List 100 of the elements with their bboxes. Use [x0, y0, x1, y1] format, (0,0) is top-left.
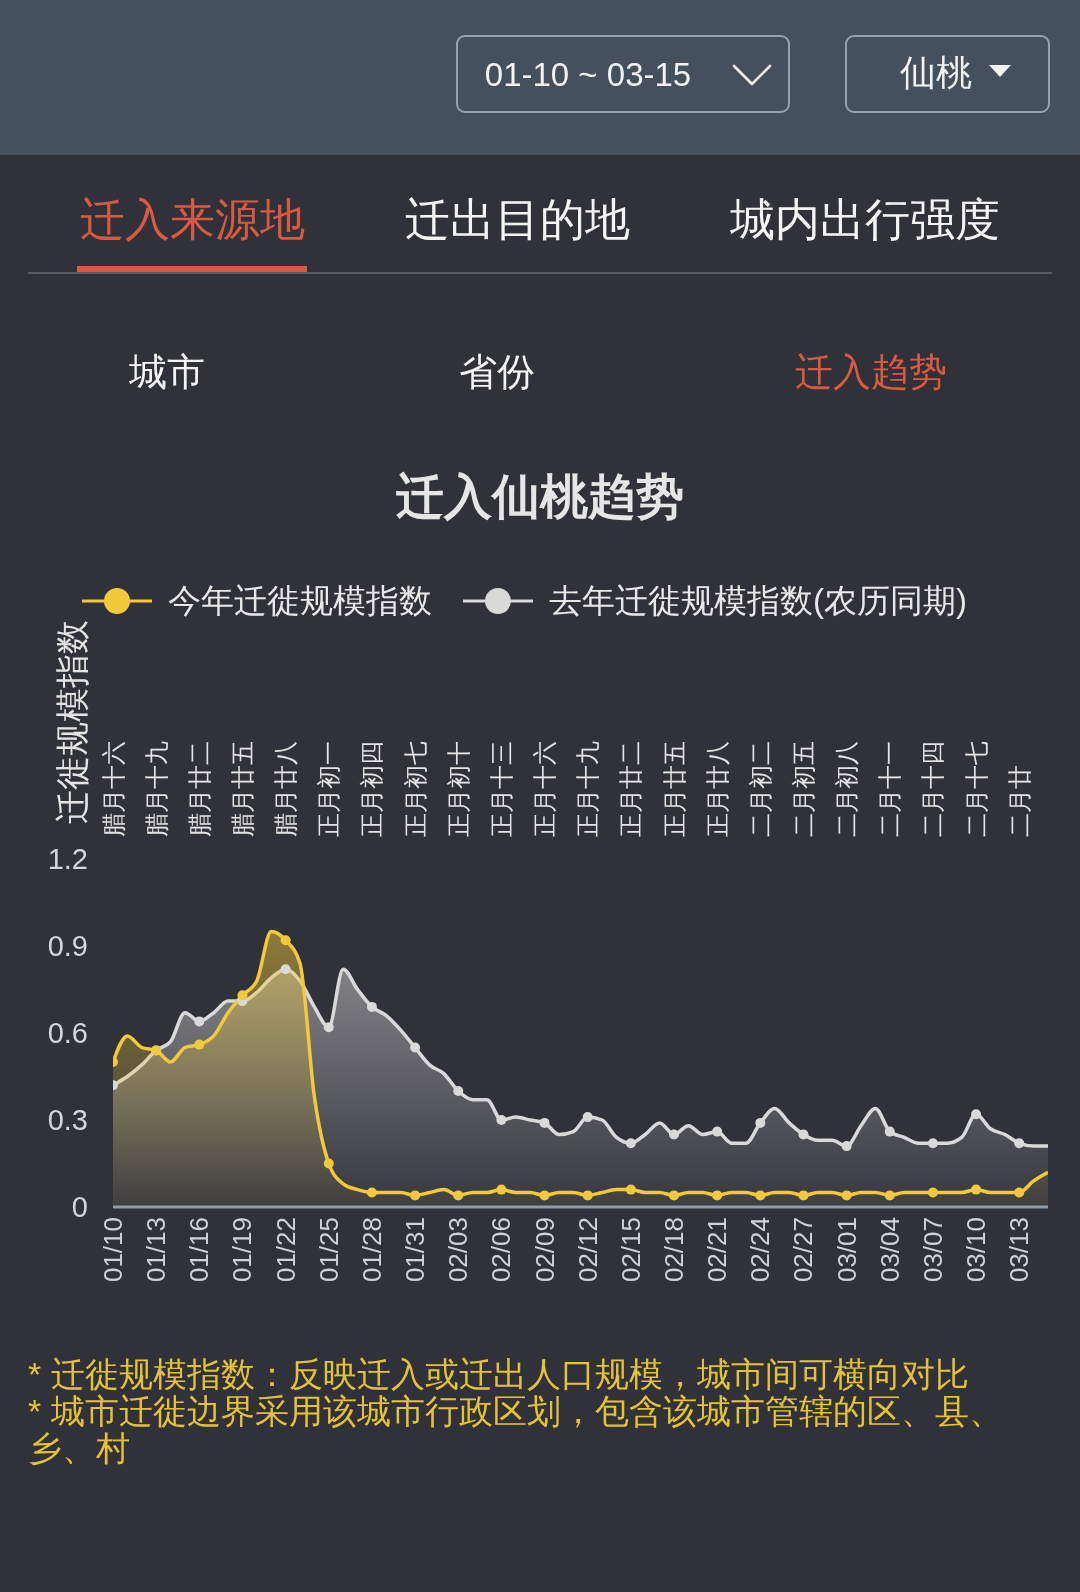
point: [280, 964, 291, 975]
x-tick-label: 02/27: [788, 1217, 819, 1283]
point: [453, 1190, 464, 1201]
text: 正月初十: [444, 741, 472, 837]
x-tick-label: 02/03: [443, 1217, 474, 1283]
text: 二月初五: [789, 741, 817, 837]
x-tick-label: 02/21: [702, 1217, 733, 1283]
point: [237, 990, 248, 1001]
point: [971, 1184, 982, 1195]
point: [712, 1190, 723, 1201]
text: 正月初一: [315, 741, 343, 837]
point: [366, 1187, 377, 1198]
point: [1014, 1138, 1025, 1149]
text: 迁入趋势: [795, 351, 947, 393]
x-tick-label: 03/07: [917, 1217, 948, 1283]
point: [194, 1016, 205, 1027]
point: [410, 1042, 421, 1053]
x-tick-label: 02/09: [529, 1217, 560, 1283]
text: * 迁徙规模指数：反映迁入或迁出人口规模，城市间可横向对比: [28, 1355, 969, 1393]
x-tick-label: 02/24: [745, 1217, 776, 1283]
y-tick-label: 0: [71, 1191, 88, 1223]
point: [625, 1138, 636, 1149]
text: 正月十六: [531, 741, 559, 837]
y-axis-title: 迁徙规模指数: [53, 620, 91, 824]
point: [841, 1190, 852, 1201]
point: [366, 1001, 377, 1012]
point: [323, 1022, 334, 1033]
y-tick-label: 0.3: [47, 1104, 88, 1136]
point: [410, 1190, 421, 1201]
text: 二月十七: [962, 741, 990, 837]
text: 二月十四: [919, 741, 947, 837]
point: [669, 1129, 679, 1140]
y-tick-label: 0.6: [47, 1017, 88, 1049]
text: 二月十一: [876, 741, 904, 837]
point: [539, 1117, 550, 1128]
text: 城内出行强度: [730, 193, 1000, 245]
legend-label: 今年迁徙规模指数: [168, 582, 432, 619]
text: 省份: [459, 351, 535, 393]
x-tick-label: 01/31: [400, 1217, 431, 1283]
point: [453, 1086, 464, 1096]
text: 腊月十九: [142, 741, 170, 837]
text: 正月初七: [401, 741, 429, 837]
text: 正月廿八: [703, 741, 731, 837]
text: 正月初四: [358, 741, 386, 837]
x-tick-label: 02/18: [659, 1217, 689, 1283]
text: 城市: [129, 351, 205, 393]
legend-label: 去年迁徙规模指数(农历同期): [549, 582, 967, 619]
point: [798, 1129, 809, 1140]
text: 腊月廿二: [185, 741, 213, 837]
point: [582, 1190, 593, 1201]
x-tick-label: 03/04: [874, 1217, 905, 1283]
point: [323, 1158, 334, 1169]
point: [927, 1187, 938, 1198]
text: 正月十三: [487, 741, 515, 837]
point: [625, 1184, 636, 1195]
point: [884, 1126, 895, 1137]
text: 迁入来源地: [79, 193, 305, 245]
point: [712, 1126, 723, 1137]
point: [496, 1115, 507, 1125]
point: [971, 1109, 982, 1120]
point: [755, 1190, 766, 1201]
x-tick-label: 01/19: [227, 1217, 258, 1283]
text: 二月廿: [1005, 765, 1033, 837]
y-tick-label: 0.9: [47, 930, 88, 962]
text: 腊月廿八: [272, 741, 300, 837]
text: 迁出目的地: [404, 193, 630, 245]
y-tick-label: 1.2: [47, 843, 88, 875]
text: * 城市迁徙边界采用该城市行政区划，包含该城市管辖的区、县、乡、村: [28, 1392, 1003, 1467]
text: 二月初二: [746, 741, 774, 837]
point: [496, 1184, 507, 1195]
x-tick-label: 03/13: [1004, 1217, 1035, 1283]
x-tick-label: 01/22: [270, 1217, 301, 1283]
text: 二月初八: [833, 741, 861, 837]
x-tick-label: 03/10: [961, 1217, 992, 1283]
point: [884, 1190, 895, 1201]
x-tick-label: 01/28: [356, 1217, 387, 1283]
x-tick-label: 02/12: [572, 1217, 603, 1283]
text: 仙桃: [900, 52, 972, 93]
text: 正月廿五: [660, 741, 688, 837]
text: 正月廿二: [617, 741, 645, 837]
point: [194, 1039, 205, 1050]
point: [582, 1112, 593, 1123]
x-tick-label: 01/10: [98, 1217, 128, 1283]
x-tick-label: 01/25: [313, 1217, 344, 1283]
point: [755, 1117, 766, 1128]
text: 01-10 ~ 03-15: [484, 55, 692, 93]
point: [1014, 1187, 1025, 1198]
point: [798, 1190, 809, 1201]
point: [841, 1141, 852, 1152]
point: [539, 1190, 550, 1201]
point: [669, 1190, 679, 1201]
x-tick-label: 02/15: [615, 1217, 646, 1283]
x-tick-label: 03/01: [831, 1217, 862, 1283]
text: 正月十九: [574, 741, 602, 837]
x-tick-label: 02/06: [486, 1217, 517, 1283]
x-tick-label: 01/16: [184, 1217, 215, 1283]
chart-title: 迁入仙桃趋势: [396, 470, 684, 523]
point: [280, 935, 291, 946]
text: 腊月廿五: [228, 741, 256, 837]
point: [927, 1138, 938, 1149]
